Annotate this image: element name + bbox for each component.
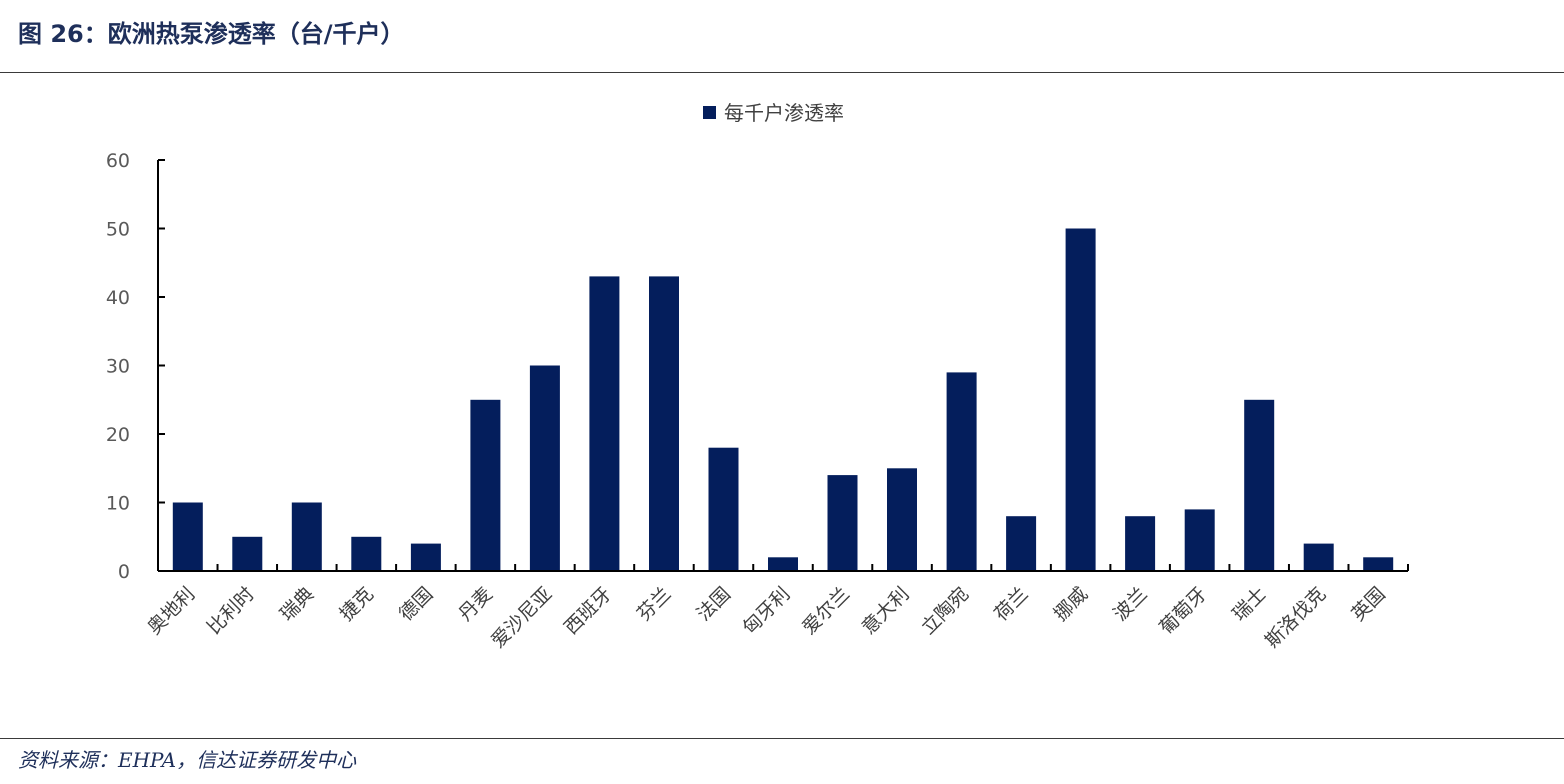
bar-4	[410, 543, 441, 571]
bar-18	[1244, 399, 1275, 572]
bar-8	[649, 276, 679, 571]
x-category-label: 丹麦	[454, 583, 496, 625]
x-category-label: 瑞典	[276, 583, 318, 625]
bar-7	[589, 276, 620, 571]
y-tick-label: 60	[106, 150, 130, 172]
y-tick-label: 20	[106, 424, 130, 446]
y-tick-label: 40	[106, 287, 130, 309]
bar-19	[1303, 543, 1334, 571]
bar-13	[946, 372, 977, 571]
x-category-label: 西班牙	[560, 583, 616, 639]
y-tick-label: 30	[106, 356, 130, 378]
x-category-label: 波兰	[1109, 583, 1151, 625]
bar-2	[291, 502, 322, 571]
x-category-label: 挪威	[1050, 583, 1092, 625]
bar-14	[1006, 516, 1037, 571]
x-category-label: 比利时	[203, 583, 259, 639]
x-category-label: 芬兰	[633, 583, 675, 625]
bar-1	[232, 536, 263, 572]
top-divider	[0, 72, 1564, 73]
bar-11	[827, 475, 858, 571]
bar-3	[351, 536, 382, 572]
x-category-label: 捷克	[335, 583, 377, 625]
x-category-label: 英国	[1347, 583, 1389, 625]
x-category-label: 瑞士	[1228, 583, 1270, 625]
bottom-divider	[0, 738, 1564, 739]
y-tick-label: 10	[106, 493, 130, 515]
bar-0	[172, 502, 203, 571]
x-category-label: 荷兰	[990, 583, 1032, 625]
x-category-label: 立陶宛	[917, 583, 973, 639]
x-category-label: 奥地利	[143, 583, 199, 639]
bar-15	[1065, 228, 1096, 571]
bar-16	[1125, 516, 1156, 571]
bars-layer	[172, 228, 1394, 572]
figure-title: 图 26：欧洲热泵渗透率（台/千户）	[18, 20, 405, 48]
axes-layer	[157, 159, 1409, 572]
bar-12	[887, 468, 917, 572]
bar-20	[1363, 557, 1394, 571]
bar-9	[708, 447, 739, 571]
bar-5	[470, 399, 501, 572]
chart-legend: 每千户渗透率	[703, 101, 844, 125]
y-tick-label: 50	[106, 219, 130, 241]
y-tick-label: 0	[118, 561, 130, 583]
x-category-label: 匈牙利	[739, 583, 795, 639]
source-note: 资料来源：EHPA，信达证券研发中心	[18, 748, 357, 772]
x-category-label: 斯洛伐克	[1261, 583, 1330, 652]
x-category-label: 爱尔兰	[798, 583, 854, 639]
x-category-label: 意大利	[858, 583, 914, 639]
x-category-label: 法国	[693, 583, 735, 625]
bar-10	[768, 557, 798, 571]
x-category-label: 爱沙尼亚	[487, 583, 556, 652]
x-category-label: 德国	[395, 583, 437, 625]
legend-label: 每千户渗透率	[724, 101, 844, 125]
legend-swatch	[703, 106, 716, 119]
x-category-label: 葡萄牙	[1155, 583, 1211, 639]
bar-17	[1184, 509, 1215, 571]
bar-6	[529, 365, 560, 571]
